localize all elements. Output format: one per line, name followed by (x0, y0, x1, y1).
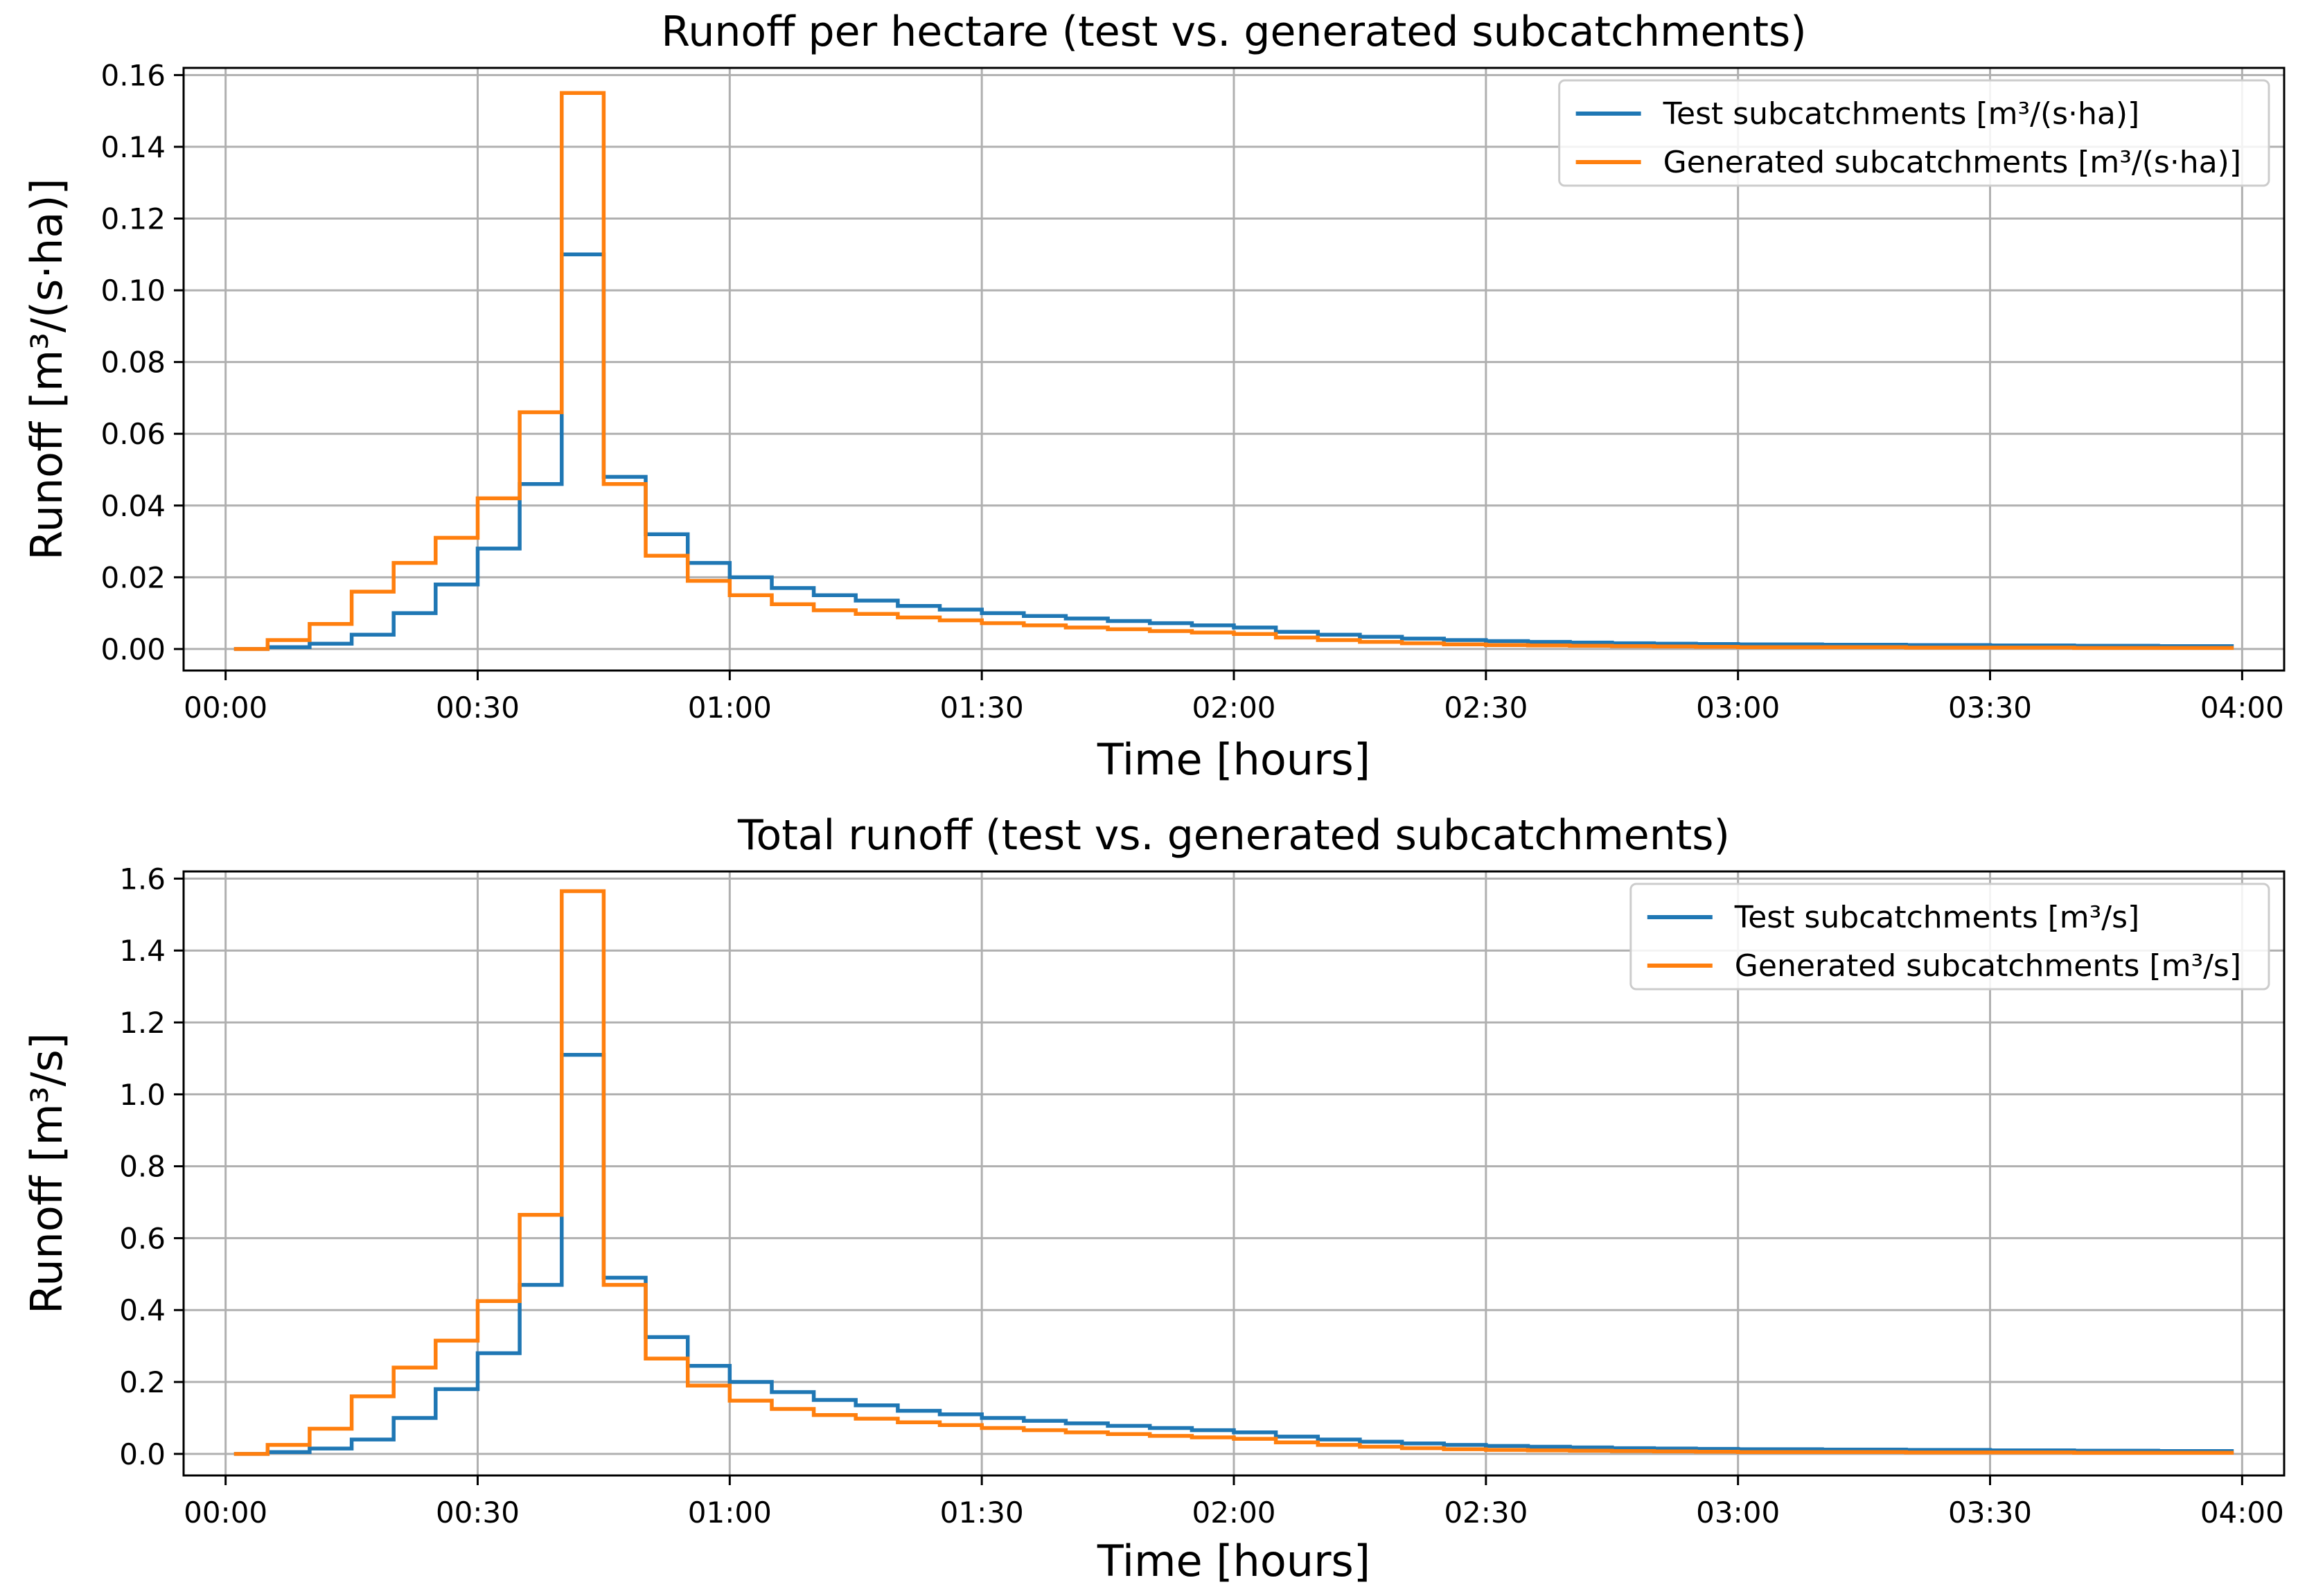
y-tick-label: 0.6 (119, 1221, 166, 1255)
legend-label: Generated subcatchments [m³/(s·ha)] (1663, 145, 2241, 180)
x-tick-label: 02:30 (1444, 691, 1528, 725)
y-tick-label: 0.02 (100, 560, 166, 594)
x-axis-label: Time [hours] (1097, 1536, 1370, 1586)
legend-label: Test subcatchments [m³/s] (1734, 900, 2139, 935)
y-tick-label: 1.2 (119, 1006, 166, 1040)
y-tick-label: 0.0 (119, 1437, 166, 1471)
x-tick-label: 01:30 (940, 691, 1024, 725)
y-tick-label: 0.2 (119, 1365, 166, 1399)
x-tick-label: 03:00 (1696, 1496, 1780, 1530)
legend: Test subcatchments [m³/(s·ha)] Generated … (1558, 79, 2270, 187)
chart-title: Total runoff (test vs. generated subcatc… (737, 811, 1730, 860)
series-line-generated (233, 91, 2234, 651)
y-tick-label: 0.08 (100, 346, 166, 380)
x-tick-label: 01:30 (940, 1496, 1024, 1530)
y-tick-label: 0.06 (100, 417, 166, 451)
x-tick-label: 03:30 (1948, 691, 2032, 725)
x-tick-label: 00:00 (184, 1496, 267, 1530)
plot-frame (182, 66, 2286, 672)
x-tick-label: 01:00 (688, 691, 772, 725)
y-tick-label: 0.10 (100, 274, 166, 308)
legend-box (1629, 883, 2270, 991)
y-tick-label: 0.00 (100, 632, 166, 666)
plot-frame (182, 870, 2286, 1477)
chart-panel-1: 00:00 00:30 01:00 01:30 02:00 02:30 03:00 03:30… (21, 8, 2286, 785)
chart-title: Runoff per hectare (test vs. generated s… (661, 8, 1806, 56)
legend-box (1558, 79, 2270, 187)
y-tick-label: 0.12 (100, 202, 166, 236)
x-tick-label: 01:00 (688, 1496, 772, 1530)
y-tick-label: 1.6 (119, 862, 166, 896)
y-axis-label: Runoff [m³/(s·ha)] (21, 178, 72, 560)
series-line-generated (233, 889, 2234, 1456)
y-tick-label: 1.4 (119, 934, 166, 968)
x-axis-label: Time [hours] (1097, 734, 1370, 785)
y-tick-label: 0.8 (119, 1150, 166, 1184)
y-axis-label: Runoff [m³/s] (21, 1033, 72, 1314)
y-tick-label: 0.14 (100, 130, 166, 164)
y-tick-label: 0.16 (100, 58, 166, 92)
x-tick-label: 04:00 (2200, 1496, 2284, 1530)
x-tick-label: 00:30 (436, 1496, 520, 1530)
y-tick-label: 0.04 (100, 489, 166, 523)
x-tick-label: 03:30 (1948, 1496, 2032, 1530)
legend: Test subcatchments [m³/s] Generated subca… (1629, 883, 2270, 991)
grid (184, 68, 2284, 671)
y-tick-label: 0.4 (119, 1293, 166, 1327)
x-tick-label: 03:00 (1696, 691, 1780, 725)
y-tick-label: 1.0 (119, 1078, 166, 1112)
x-tick-label: 00:00 (184, 691, 267, 725)
legend-label: Generated subcatchments [m³/s] (1735, 948, 2241, 984)
x-tick-label: 02:00 (1192, 1496, 1275, 1530)
chart-panel-2: 00:00 00:30 01:00 01:30 02:00 02:30 03:00 03:30… (21, 811, 2286, 1586)
x-tick-label: 02:30 (1444, 1496, 1528, 1530)
x-tick-label: 04:00 (2200, 691, 2284, 725)
x-tick-label: 02:00 (1192, 691, 1275, 725)
legend-label: Test subcatchments [m³/(s·ha)] (1663, 96, 2140, 132)
x-tick-label: 00:30 (436, 691, 520, 725)
